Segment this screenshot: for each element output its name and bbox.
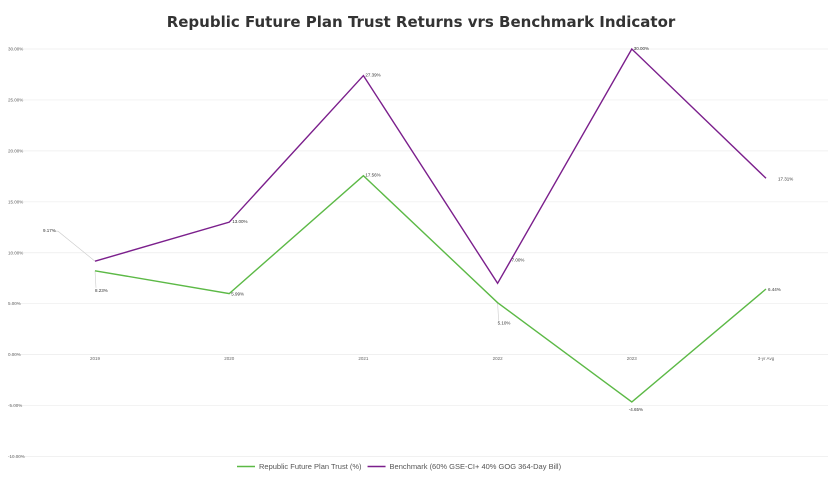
y-tick-label: 5.00% — [8, 301, 21, 306]
data-label: 17.56% — [365, 173, 380, 178]
legend-item-1[interactable]: Republic Future Plan Trust (%) — [237, 462, 362, 471]
y-tick-label: 30.00% — [8, 47, 23, 52]
series-line-1 — [94, 174, 767, 403]
data-label: 13.00% — [232, 219, 247, 224]
data-label: 9.17% — [43, 228, 56, 233]
legend-label: Benchmark (60% GSE-CI+ 40% GOG 364-Day B… — [390, 462, 562, 471]
data-label: -4.65% — [629, 407, 643, 412]
data-label: 8.23% — [95, 288, 108, 293]
y-tick-label: 10.00% — [8, 250, 23, 255]
data-label: 30.00% — [634, 46, 649, 51]
chart-title: Republic Future Plan Trust Returns vrs B… — [167, 13, 676, 31]
y-tick-label: -5.00% — [8, 403, 22, 408]
data-label: 5.99% — [231, 292, 244, 297]
y-tick-label: 15.00% — [8, 199, 23, 204]
y-tick-label: 25.00% — [8, 97, 23, 102]
x-tick-label: 2019 — [90, 356, 101, 361]
y-axis-tick-labels: -10.00% -5.00% 0.00% 5.00% 10.00% 15.00% 20.00… — [8, 47, 25, 460]
label-leader-lines — [53, 230, 499, 321]
data-labels: 8.23% 5.99% 17.56% 5.10% -4.65% 6.44% 9.17% 13.… — [43, 46, 793, 412]
y-tick-label: -10.00% — [8, 454, 25, 459]
y-tick-label: 0.00% — [8, 352, 21, 357]
data-label: 27.39% — [365, 73, 380, 78]
legend-label: Republic Future Plan Trust (%) — [259, 462, 362, 471]
grid — [10, 48, 828, 457]
leader-line — [53, 230, 96, 262]
leader-line — [94, 270, 97, 288]
leader-line — [497, 302, 499, 321]
data-label: 6.44% — [768, 287, 781, 292]
legend[interactable]: Republic Future Plan Trust (%) Benchmark … — [237, 462, 562, 471]
x-tick-label: 2022 — [493, 356, 504, 361]
x-tick-label: 3-yr Avg — [758, 356, 775, 361]
data-label: 7.00% — [512, 257, 525, 262]
x-tick-label: 2021 — [358, 356, 369, 361]
series-lines — [94, 47, 767, 403]
data-label: 5.10% — [498, 321, 511, 326]
y-tick-label: 20.00% — [8, 148, 23, 153]
series-line-2 — [94, 47, 767, 285]
x-tick-label: 2023 — [627, 356, 638, 361]
x-axis-tick-labels: 2019 2020 2021 2022 2023 3-yr Avg — [90, 356, 775, 361]
data-label: 17.31% — [778, 176, 793, 181]
x-tick-label: 2020 — [224, 356, 235, 361]
legend-item-2[interactable]: Benchmark (60% GSE-CI+ 40% GOG 364-Day B… — [367, 462, 562, 471]
